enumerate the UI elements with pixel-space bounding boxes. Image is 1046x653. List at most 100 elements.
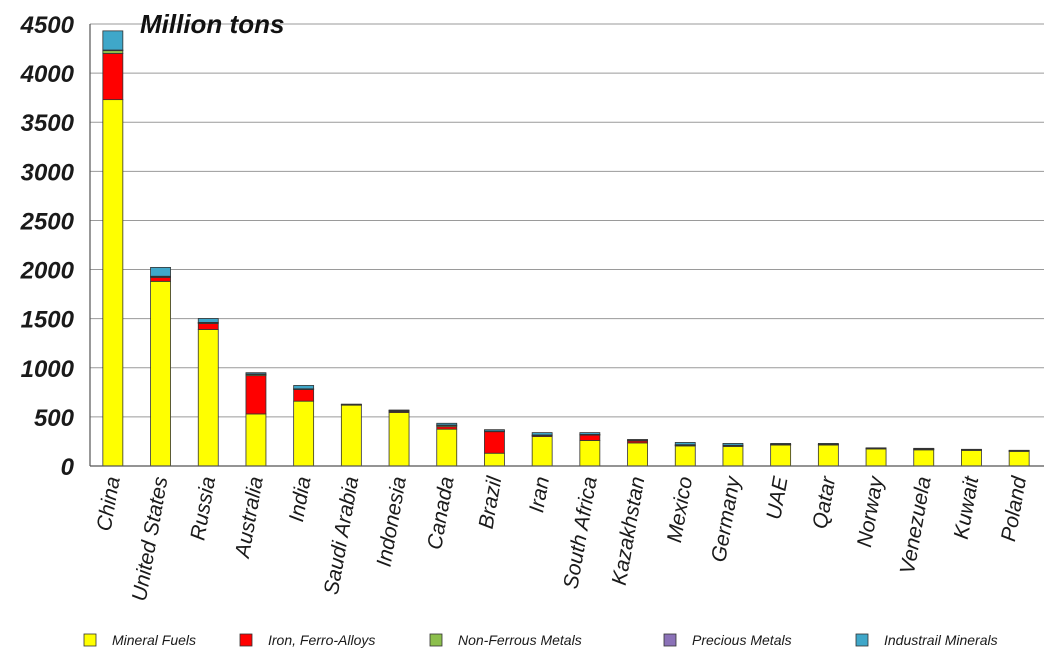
bar-china [102, 30, 124, 467]
x-tick-label: Saudi Arabia [320, 475, 363, 597]
bar-indonesia [388, 409, 410, 467]
bar-segment-industrail-minerals [340, 403, 362, 406]
bar-segment-iron-ferro-alloys [150, 277, 171, 282]
x-axis-labels: China United States Russia Australia India Sa… [93, 473, 1032, 603]
bar-poland [1008, 449, 1030, 467]
bar-russia [197, 318, 219, 467]
bar-segment-mineral-fuels [388, 412, 410, 467]
bar-segment-industrail-minerals [961, 448, 982, 451]
bar-segment-mineral-fuels [197, 329, 219, 467]
bar-norway [865, 447, 887, 467]
y-tick-label: 1500 [21, 307, 75, 334]
bar-segment-mineral-fuels [722, 445, 744, 467]
x-tick-label: Indonesia [373, 475, 411, 569]
bar-segment-mineral-fuels [436, 428, 458, 467]
legend-swatch [429, 633, 443, 647]
bar-segment-industrail-minerals [150, 266, 171, 277]
legend-item-precious-metals: Precious Metals [663, 632, 792, 648]
x-tick-label: Russia [186, 475, 220, 542]
bar-segment-mineral-fuels [627, 442, 648, 467]
x-tick-label: Iran [525, 475, 554, 515]
bar-india [293, 385, 315, 467]
bar-united-states [150, 266, 171, 467]
bar-segment-mineral-fuels [531, 436, 553, 467]
bar-segment-industrail-minerals [913, 447, 935, 450]
bar-segment-mineral-fuels [913, 449, 935, 467]
bar-segment-iron-ferro-alloys [293, 388, 315, 402]
legend-label: Precious Metals [692, 632, 792, 648]
x-tick-label: South Africa [559, 475, 601, 591]
bar-segment-iron-ferro-alloys [245, 375, 267, 415]
y-tick-label: 3500 [21, 110, 75, 137]
bar-kuwait [961, 448, 982, 467]
bar-segment-mineral-fuels [1008, 450, 1030, 467]
legend: Mineral Fuels Iron, Ferro-Alloys Non-Ferro… [83, 632, 998, 648]
bar-segment-industrail-minerals [722, 443, 744, 446]
legend-label: Industrail Minerals [884, 632, 998, 648]
bar-segment-mineral-fuels [961, 449, 982, 467]
bar-segment-industrail-minerals [197, 318, 219, 323]
bar-segment-industrail-minerals [293, 385, 315, 390]
bar-kazakhstan [627, 439, 648, 467]
legend-label: Iron, Ferro-Alloys [268, 632, 375, 648]
bar-segment-industrail-minerals [1008, 449, 1030, 452]
x-tick-label: India [285, 475, 316, 524]
legend-swatch [239, 633, 253, 647]
bar-mexico [674, 442, 696, 467]
bar-segment-industrail-minerals [770, 443, 792, 445]
bar-segment-mineral-fuels [102, 99, 124, 467]
legend-swatch [855, 633, 869, 647]
bar-segment-industrail-minerals [388, 409, 410, 412]
x-tick-label: Venezuela [896, 475, 936, 576]
x-tick-label: Mexico [663, 475, 697, 545]
bar-segment-mineral-fuels [150, 280, 171, 467]
x-tick-label: Kazakhstan [608, 475, 650, 587]
bar-segment-iron-ferro-alloys [484, 431, 505, 454]
bar-segment-mineral-fuels [484, 452, 505, 467]
legend-label: Mineral Fuels [112, 632, 196, 648]
y-tick-label: 4000 [20, 61, 75, 88]
x-tick-label: Australia [231, 475, 268, 561]
bar-australia [245, 372, 267, 467]
legend-swatch [83, 633, 97, 647]
bar-south-africa [579, 432, 601, 467]
bar-segment-mineral-fuels [245, 413, 267, 467]
bar-segment-mineral-fuels [579, 440, 601, 467]
x-tick-label: UAE [762, 474, 792, 521]
bar-segment-iron-ferro-alloys [102, 53, 124, 101]
bar-segment-industrail-minerals [436, 422, 458, 426]
x-tick-label: Germany [707, 473, 745, 564]
bar-germany [722, 443, 744, 467]
bar-segment-industrail-minerals [817, 443, 839, 445]
x-tick-label: Brazil [475, 474, 507, 531]
x-tick-label: Norway [853, 473, 888, 549]
y-tick-label: 2000 [20, 258, 75, 285]
bar-segment-mineral-fuels [770, 444, 792, 467]
y-tick-label: 500 [34, 405, 75, 432]
bar-segment-industrail-minerals [531, 432, 553, 436]
axes [89, 24, 1044, 467]
bars [102, 30, 1030, 467]
y-tick-label: 1000 [21, 356, 75, 383]
x-tick-label: China [93, 475, 125, 533]
bar-iran [531, 432, 553, 467]
gridlines [90, 23, 1044, 467]
x-tick-label: Qatar [809, 474, 841, 531]
bar-qatar [817, 443, 839, 467]
bar-brazil [484, 429, 505, 467]
bar-segment-iron-ferro-alloys [197, 323, 219, 330]
y-tick-label: 4500 [20, 12, 75, 39]
legend-item-non-ferrous-metals: Non-Ferrous Metals [429, 632, 582, 648]
bar-segment-industrail-minerals [102, 30, 124, 51]
y-axis-ticks: 0 500 1000 1500 2000 2500 3000 3500 4000 4500 [20, 12, 75, 481]
y-tick-label: 3000 [21, 159, 75, 186]
legend-item-iron-ferro-alloys: Iron, Ferro-Alloys [239, 632, 375, 648]
x-tick-label: United States [128, 474, 173, 603]
legend-item-industrail-minerals: Industrail Minerals [855, 632, 998, 648]
bar-uae [770, 443, 792, 467]
unit-label: Million tons [140, 9, 284, 39]
x-tick-label: Canada [423, 475, 458, 551]
bar-segment-industrail-minerals [245, 372, 267, 375]
bar-segment-industrail-minerals [865, 447, 887, 449]
